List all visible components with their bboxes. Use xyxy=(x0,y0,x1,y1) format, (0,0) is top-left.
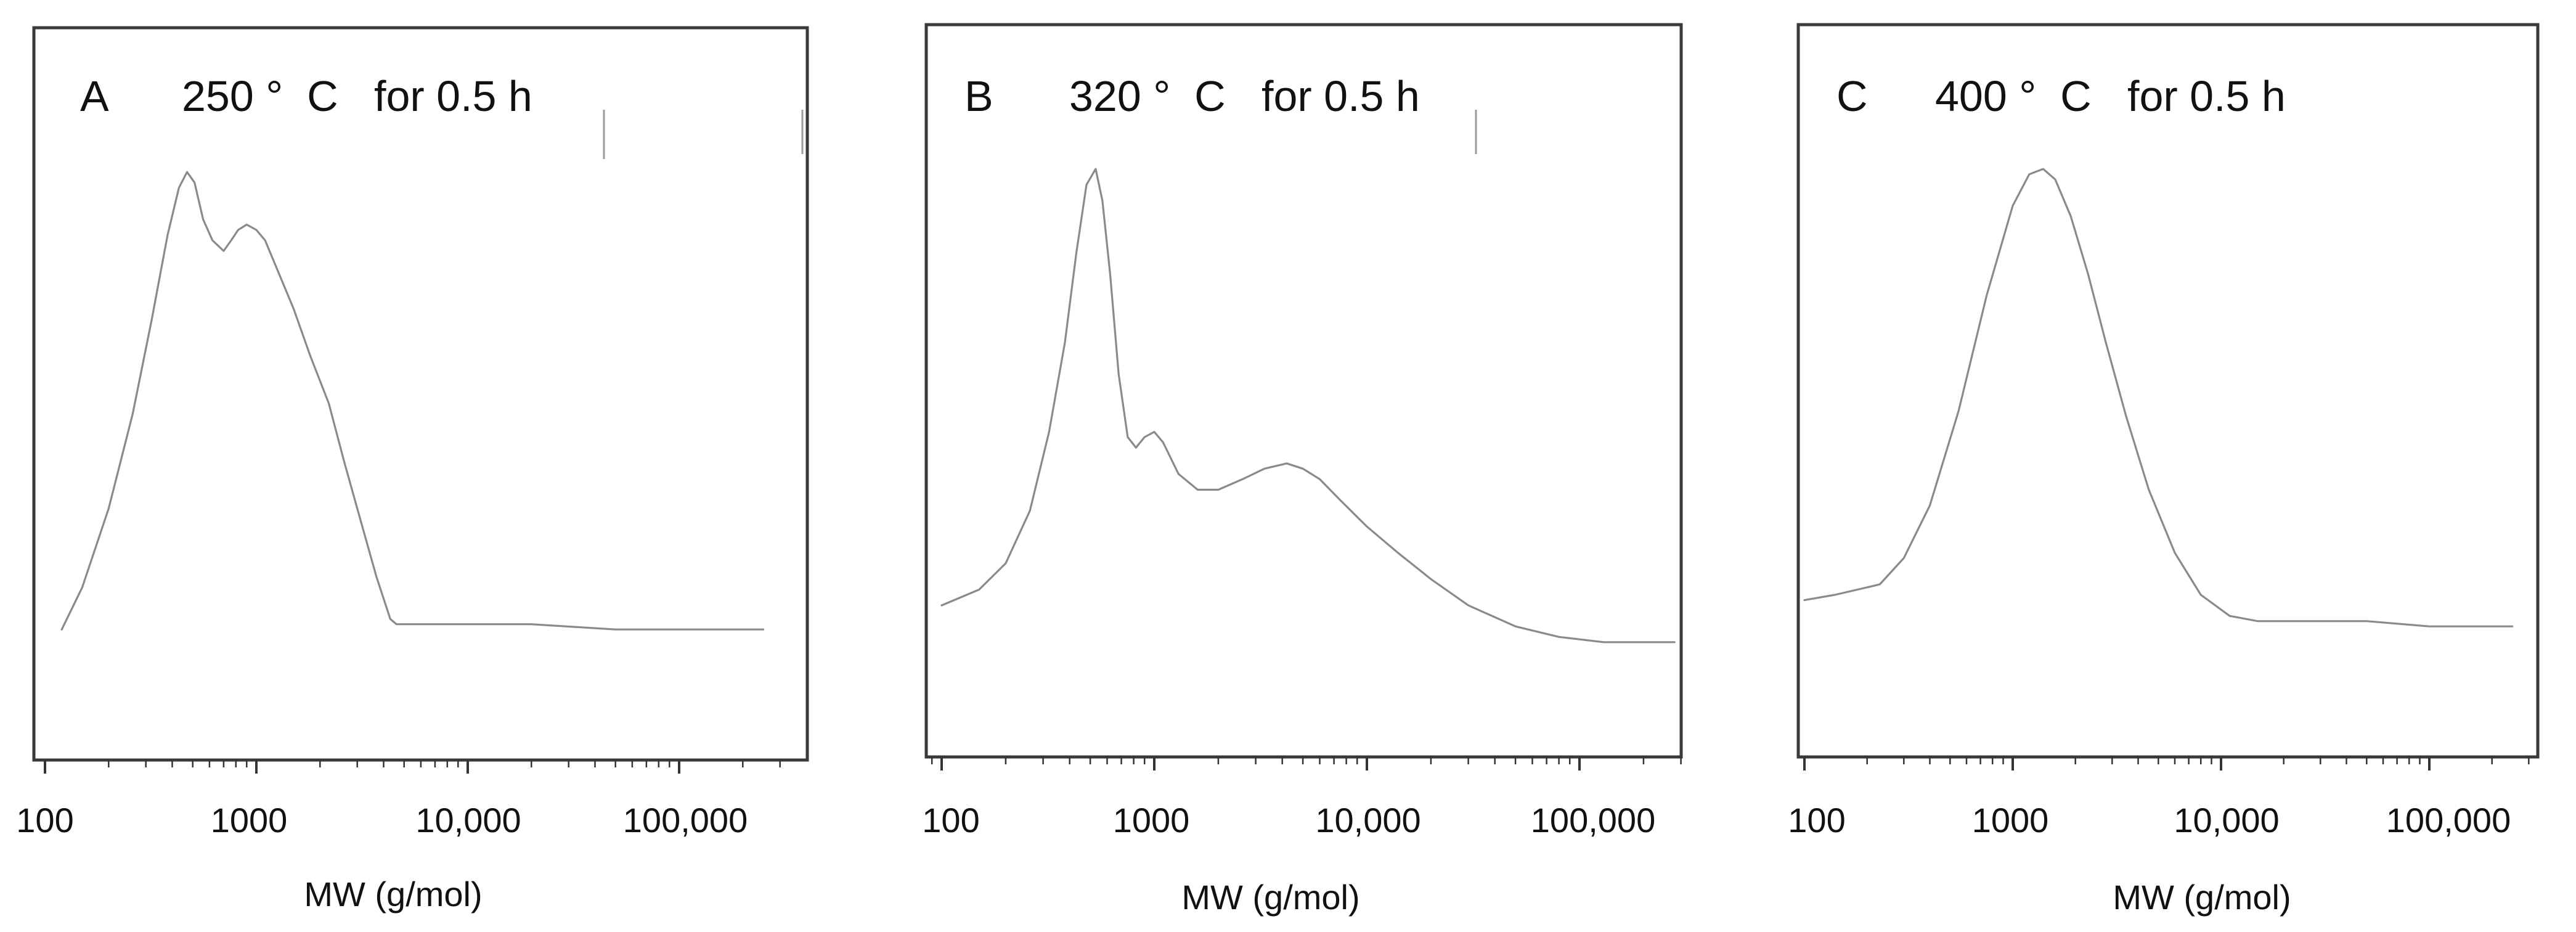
panel-c-tick-label-100000: 100,000 xyxy=(2386,801,2511,840)
panel-a-tick-label-1000: 1000 xyxy=(211,801,288,840)
panel-a-tick-label-10000: 10,000 xyxy=(415,801,521,840)
panel-b-tick-label-100: 100 xyxy=(922,801,979,840)
panel-a-title: 250 ° C for 0.5 h xyxy=(182,72,532,120)
panel-a-x-ticks xyxy=(44,760,781,774)
panel-b-letter: B xyxy=(964,72,993,120)
panel-a-letter: A xyxy=(80,72,109,120)
panel-a-series-line xyxy=(60,171,765,631)
panel-b: B 320 ° C for 0.5 h 100 1000 10,000 100,… xyxy=(922,23,1683,917)
panel-a-tick-label-100000: 100,000 xyxy=(623,801,748,840)
panel-c-letter: C xyxy=(1836,72,1868,120)
panel-b-x-ticks xyxy=(931,757,1682,771)
panel-c-tick-label-1000: 1000 xyxy=(1972,801,2049,840)
panel-b-frame xyxy=(924,23,1683,759)
panel-c-series-line xyxy=(1803,168,2514,627)
panel-a-tick-label-100: 100 xyxy=(16,801,73,840)
panel-a-frame xyxy=(32,26,809,762)
panel-b-title: 320 ° C for 0.5 h xyxy=(1069,72,1420,120)
panel-a-x-axis-label: MW (g/mol) xyxy=(304,875,482,914)
panel-c-x-ticks xyxy=(1803,757,2530,771)
panel-c-title: 400 ° C for 0.5 h xyxy=(1935,72,2286,120)
panel-b-series-line xyxy=(940,168,1676,644)
panel-c-frame xyxy=(1796,23,2540,759)
panel-c: C 400 ° C for 0.5 h 100 1000 10,000 100,… xyxy=(1788,23,2540,917)
panel-c-tick-label-10000: 10,000 xyxy=(2174,801,2279,840)
panel-b-tick-label-10000: 10,000 xyxy=(1315,801,1420,840)
panel-b-tick-label-1000: 1000 xyxy=(1113,801,1190,840)
panel-b-x-axis-label: MW (g/mol) xyxy=(1181,878,1359,917)
panel-a: A 250 ° C for 0.5 h 100 1000 10,000 100,… xyxy=(16,26,809,914)
panel-c-x-axis-label: MW (g/mol) xyxy=(2113,878,2291,917)
panel-b-tick-label-100000: 100,000 xyxy=(1531,801,1655,840)
panel-c-tick-label-100: 100 xyxy=(1788,801,1845,840)
